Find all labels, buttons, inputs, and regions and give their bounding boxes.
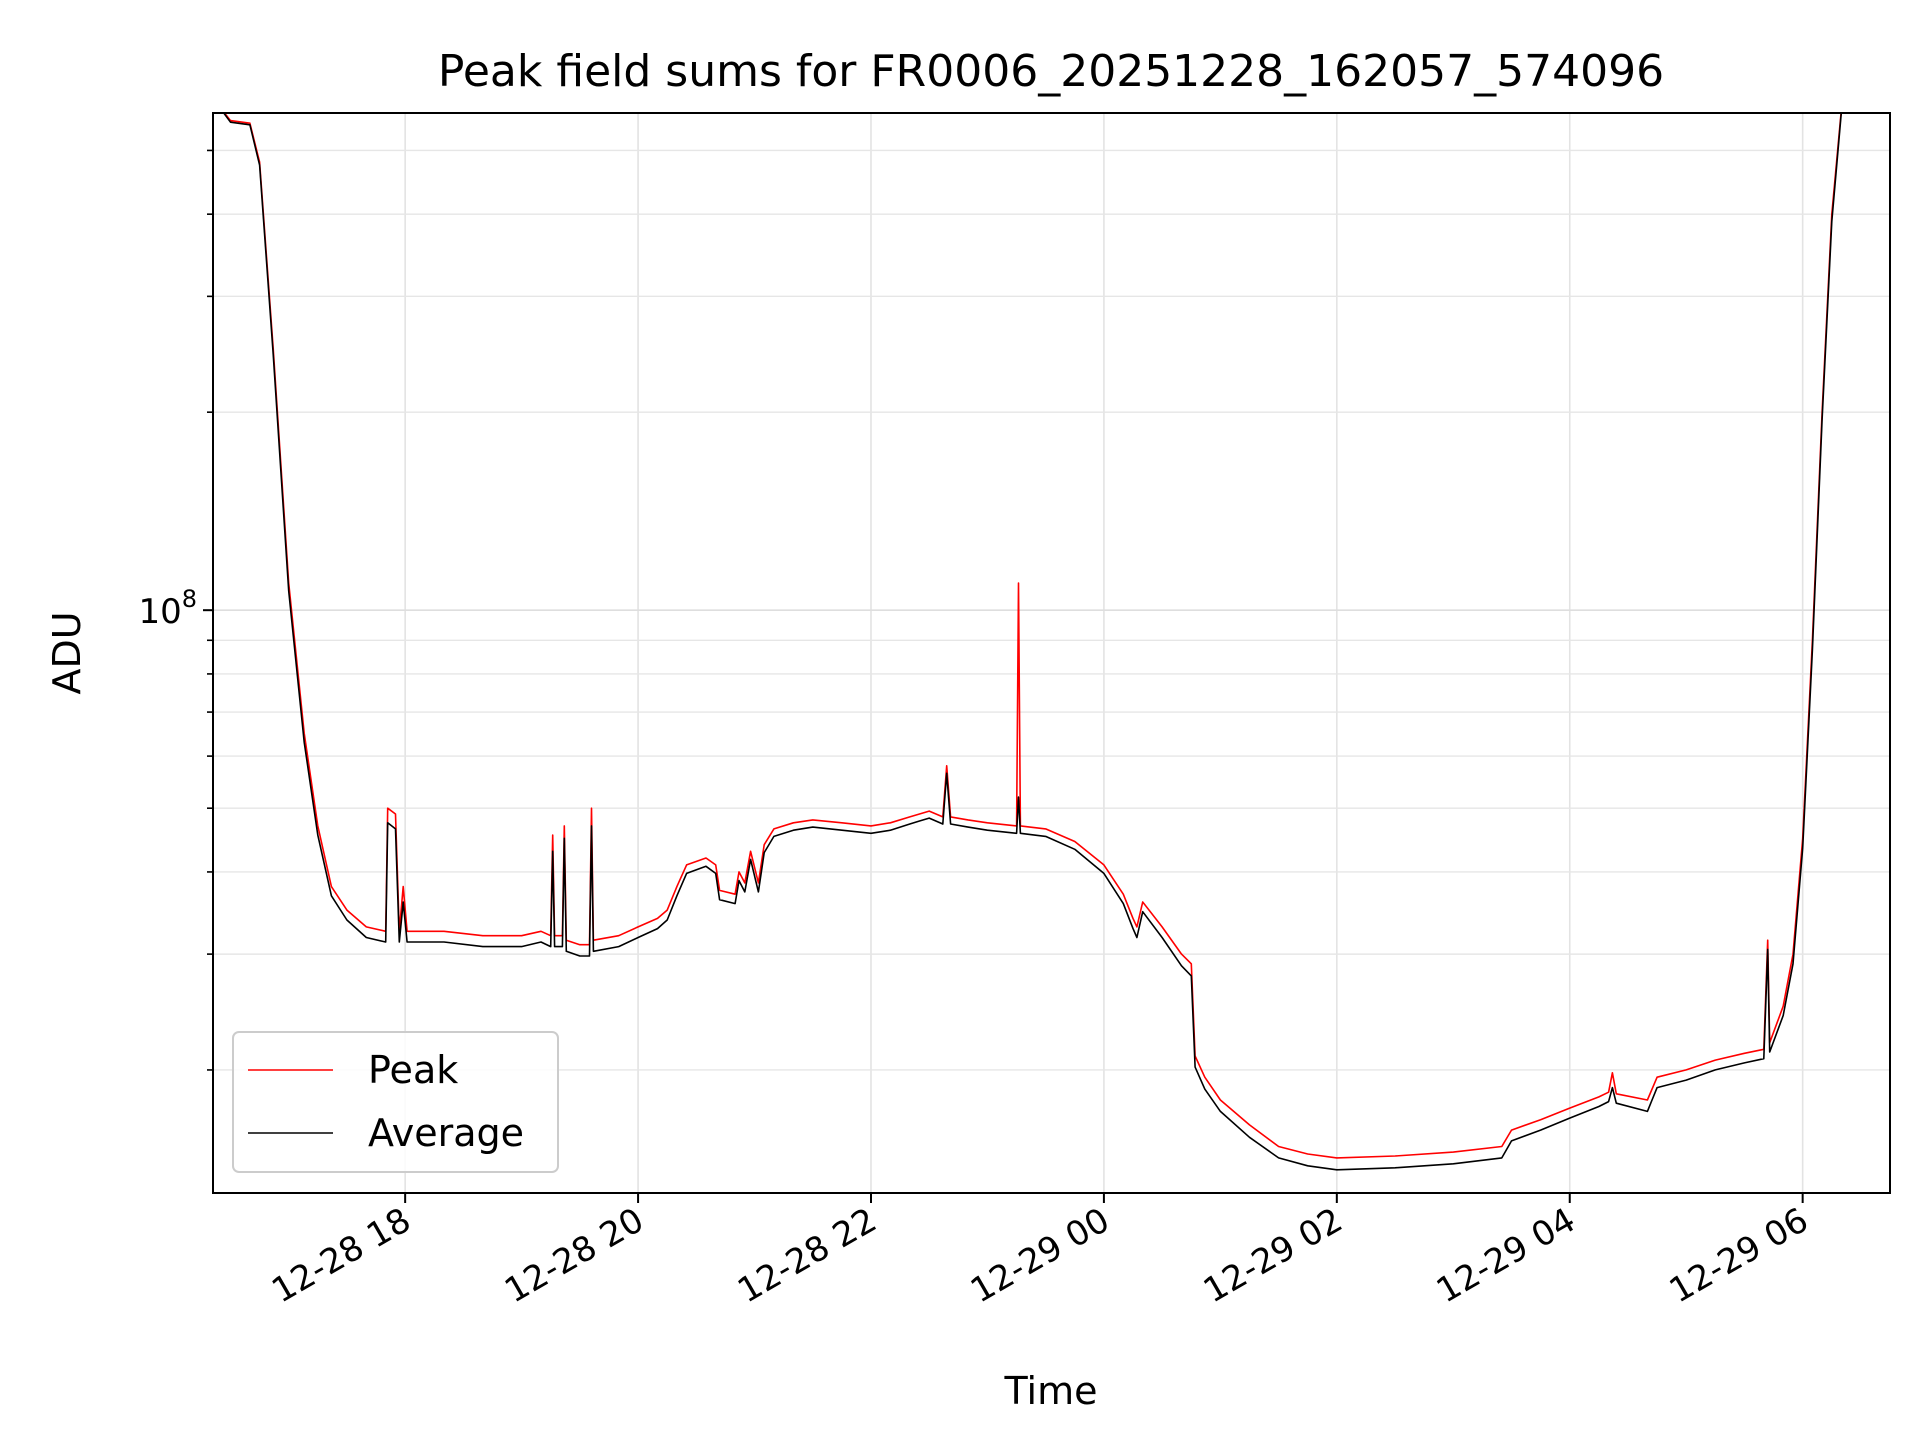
y-tick-label: 108 <box>138 585 197 632</box>
legend-label-peak: Peak <box>368 1048 458 1092</box>
grid <box>213 113 1890 1193</box>
series-line-peak <box>223 113 1842 1159</box>
legend: Peak Average <box>232 1031 559 1173</box>
plot-frame <box>212 112 1891 1194</box>
series-layer <box>222 113 1843 1171</box>
x-axis-label: Time <box>1004 1369 1098 1413</box>
legend-label-average: Average <box>368 1111 524 1155</box>
series-line-average <box>222 113 1843 1171</box>
chart-title: Peak field sums for FR0006_20251228_1620… <box>438 46 1664 97</box>
y-axis-label: ADU <box>45 611 89 694</box>
legend-box <box>232 1031 559 1173</box>
